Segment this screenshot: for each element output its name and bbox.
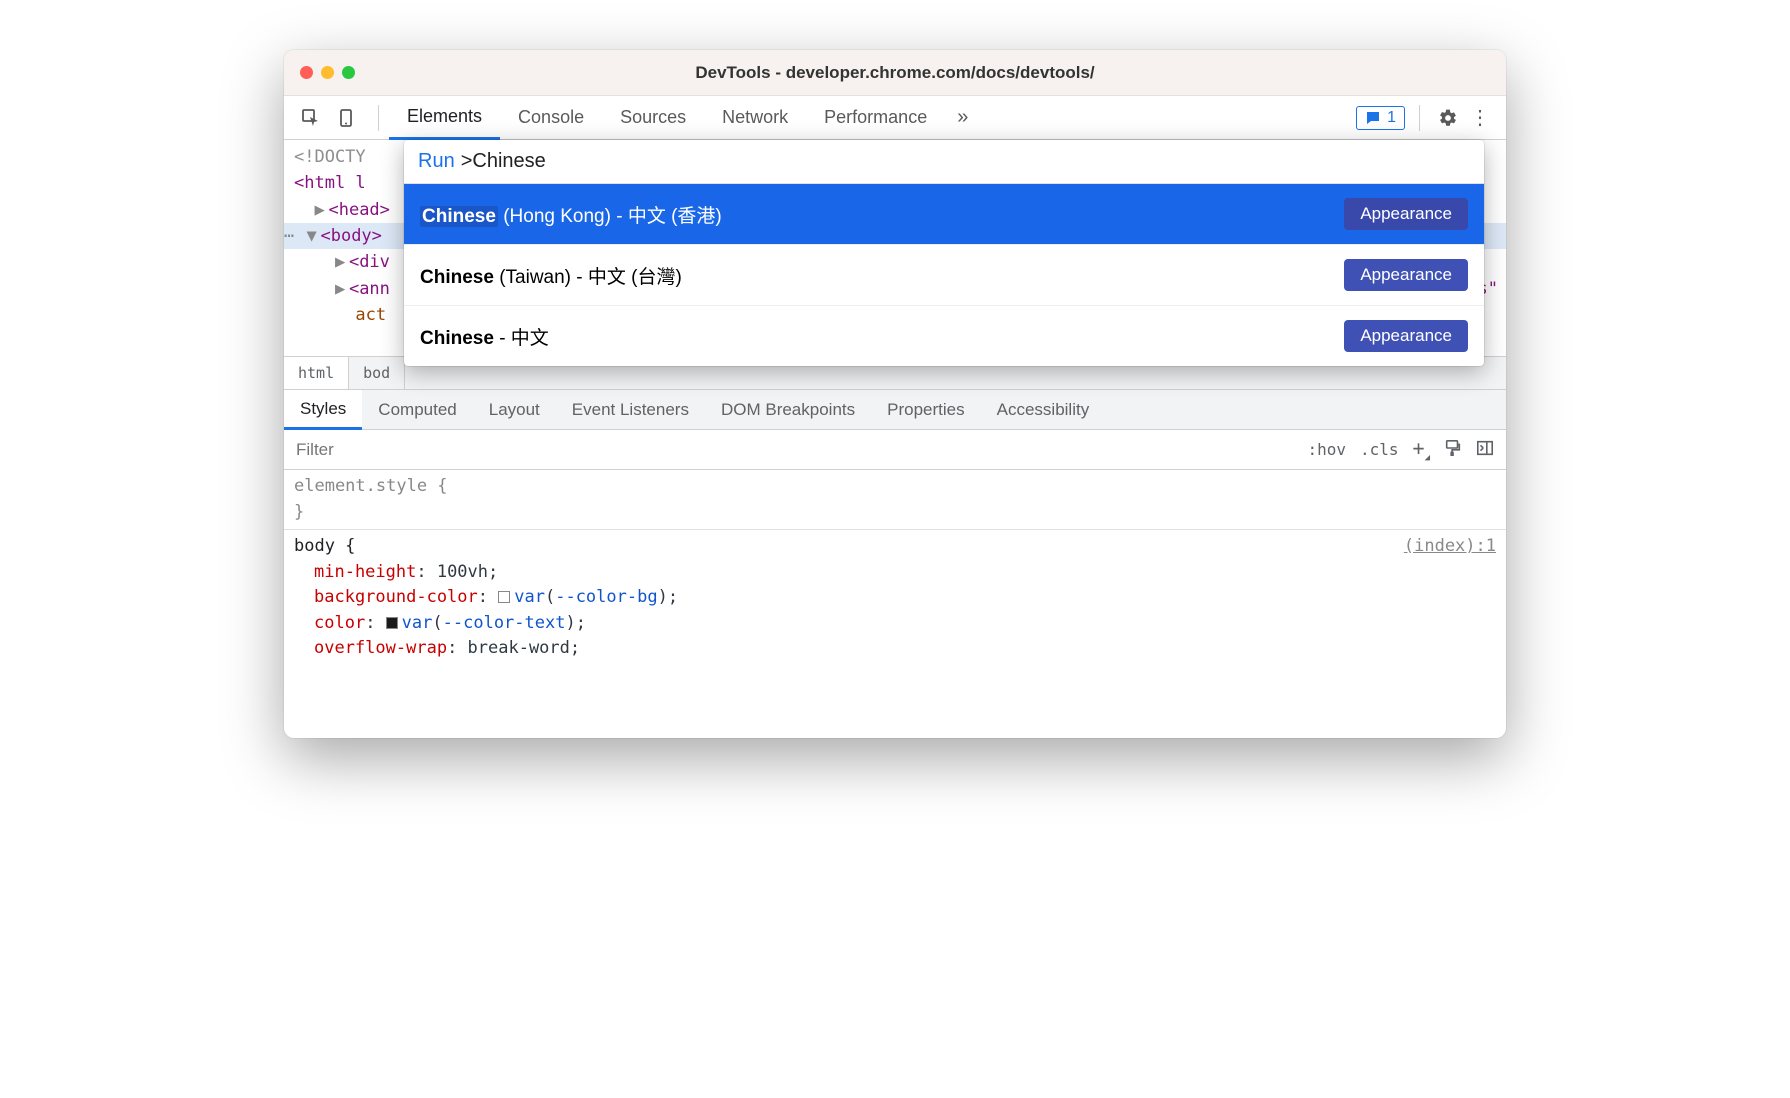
styles-filter-row: :hov .cls +◢ xyxy=(284,430,1506,470)
head-tag[interactable]: <head> xyxy=(328,200,389,220)
kebab-icon[interactable]: ⋮ xyxy=(1466,104,1494,132)
style-source[interactable]: (index):1 xyxy=(1404,534,1496,560)
command-query: >Chinese xyxy=(461,150,546,173)
close-icon[interactable] xyxy=(300,66,313,79)
match-text: Chinese xyxy=(420,267,494,288)
command-input-row[interactable]: Run >Chinese xyxy=(404,140,1484,184)
crumb-body[interactable]: bod xyxy=(349,357,405,389)
tab-elements[interactable]: Elements xyxy=(389,96,500,140)
category-badge: Appearance xyxy=(1344,198,1468,230)
attr-text: act xyxy=(355,305,386,325)
minimize-icon[interactable] xyxy=(321,66,334,79)
stab-layout[interactable]: Layout xyxy=(473,390,556,430)
toolbar-separator xyxy=(378,105,379,131)
css-property[interactable]: overflow-wrap xyxy=(294,638,447,658)
close-brace: } xyxy=(294,502,304,522)
tab-sources[interactable]: Sources xyxy=(602,96,704,140)
css-property[interactable]: color xyxy=(294,613,365,633)
new-rule-button[interactable]: +◢ xyxy=(1413,436,1430,463)
stab-styles[interactable]: Styles xyxy=(284,390,362,430)
stab-accessibility[interactable]: Accessibility xyxy=(981,390,1106,430)
styles-pane: element.style { } (index):1 body { min-h… xyxy=(284,470,1506,738)
color-swatch[interactable] xyxy=(386,617,398,629)
panel-toggle-icon[interactable] xyxy=(1476,439,1494,461)
hov-toggle[interactable]: :hov xyxy=(1307,440,1346,459)
body-selector[interactable]: body { xyxy=(294,536,355,556)
css-property[interactable]: min-height xyxy=(294,562,416,582)
html-tag[interactable]: <html l xyxy=(294,173,366,193)
selected-marker: ⋯ xyxy=(284,223,294,249)
stab-dom-breakpoints[interactable]: DOM Breakpoints xyxy=(705,390,871,430)
doctype-line: <!DOCTY xyxy=(294,147,366,167)
result-rest: - 中文 xyxy=(494,328,549,349)
inspect-icon[interactable] xyxy=(296,103,326,133)
match-text: Chinese xyxy=(420,206,498,227)
more-tabs-icon[interactable]: » xyxy=(945,106,980,129)
css-value[interactable]: var xyxy=(514,587,545,607)
color-swatch[interactable] xyxy=(498,591,510,603)
div-tag[interactable]: <div xyxy=(349,252,390,272)
tab-performance[interactable]: Performance xyxy=(806,96,945,140)
cls-toggle[interactable]: .cls xyxy=(1360,440,1399,459)
gear-icon[interactable] xyxy=(1434,104,1462,132)
command-result-row[interactable]: Chinese - 中文 Appearance xyxy=(404,306,1484,366)
category-badge: Appearance xyxy=(1344,320,1468,352)
result-rest: (Hong Kong) - 中文 (香港) xyxy=(498,206,722,227)
command-result-row[interactable]: Chinese (Hong Kong) - 中文 (香港) Appearance xyxy=(404,184,1484,245)
main-toolbar: Elements Console Sources Network Perform… xyxy=(284,96,1506,140)
command-prompt: Run xyxy=(418,150,455,173)
tab-network[interactable]: Network xyxy=(704,96,806,140)
result-rest: (Taiwan) - 中文 (台灣) xyxy=(494,267,682,288)
category-badge: Appearance xyxy=(1344,259,1468,291)
traffic-lights xyxy=(300,66,355,79)
titlebar: DevTools - developer.chrome.com/docs/dev… xyxy=(284,50,1506,96)
paint-icon[interactable] xyxy=(1444,439,1462,461)
maximize-icon[interactable] xyxy=(342,66,355,79)
element-style-selector[interactable]: element.style { xyxy=(294,476,448,496)
body-tag[interactable]: <body> xyxy=(320,226,381,246)
window-title: DevTools - developer.chrome.com/docs/dev… xyxy=(695,63,1094,83)
filter-input[interactable] xyxy=(296,440,1307,460)
command-result-row[interactable]: Chinese (Taiwan) - 中文 (台灣) Appearance xyxy=(404,245,1484,306)
command-menu: Run >Chinese Chinese (Hong Kong) - 中文 (香… xyxy=(404,140,1484,366)
toolbar-separator xyxy=(1419,105,1420,131)
device-toggle-icon[interactable] xyxy=(332,103,362,133)
command-results: Chinese (Hong Kong) - 中文 (香港)AppearanceC… xyxy=(404,184,1484,366)
issues-badge[interactable]: 1 xyxy=(1356,106,1405,130)
secondary-tabs: Styles Computed Layout Event Listeners D… xyxy=(284,390,1506,430)
tab-console[interactable]: Console xyxy=(500,96,602,140)
issues-count: 1 xyxy=(1387,109,1396,127)
stab-event-listeners[interactable]: Event Listeners xyxy=(556,390,705,430)
css-property[interactable]: background-color xyxy=(294,587,478,607)
stab-computed[interactable]: Computed xyxy=(362,390,472,430)
stab-properties[interactable]: Properties xyxy=(871,390,980,430)
match-text: Chinese xyxy=(420,328,494,349)
issues-icon xyxy=(1365,110,1381,126)
crumb-html[interactable]: html xyxy=(284,357,349,389)
css-value[interactable]: var xyxy=(402,613,433,633)
element-tag[interactable]: <ann xyxy=(349,279,390,299)
devtools-window: DevTools - developer.chrome.com/docs/dev… xyxy=(284,50,1506,738)
